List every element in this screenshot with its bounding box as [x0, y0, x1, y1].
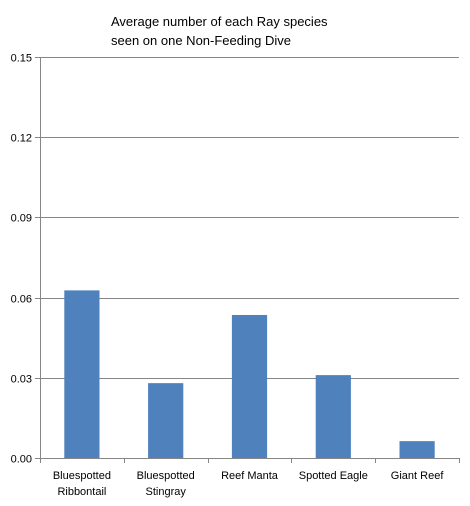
x-tick-label: Giant Reef	[391, 470, 445, 482]
bar	[148, 383, 184, 458]
bar	[399, 441, 435, 458]
chart-title-line-2: seen on one Non-Feeding Dive	[111, 33, 291, 48]
x-tick-label: Reef Manta	[221, 470, 279, 482]
y-tick-label: 0.15	[11, 53, 32, 65]
bar	[231, 314, 268, 458]
y-tick-label: 0.12	[11, 133, 32, 145]
chart-title-line-1: Average number of each Ray species	[111, 14, 328, 29]
y-tick-label: 0.00	[11, 454, 32, 466]
x-tick-label: Spotted Eagle	[299, 470, 368, 482]
y-tick-label: 0.06	[11, 294, 32, 306]
y-tick-label: 0.03	[11, 374, 32, 386]
x-tick-label: Stingray	[146, 486, 187, 498]
y-tick-label: 0.09	[11, 213, 32, 225]
x-tick-label: Ribbontail	[57, 486, 106, 498]
x-tick-label: Bluespotted	[53, 470, 111, 482]
bar	[315, 375, 351, 458]
bar	[64, 290, 100, 458]
x-tick-label: Bluespotted	[137, 470, 195, 482]
